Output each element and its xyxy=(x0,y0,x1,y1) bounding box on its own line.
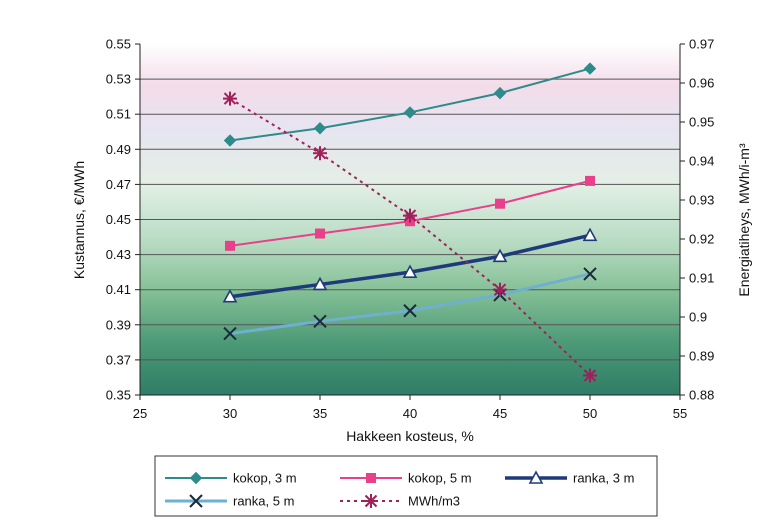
y-axis-right-ticks: 0.88 0.89 0.9 0.91 0.92 0.93 0.94 0.95 0.96 0.97 xyxy=(680,37,714,403)
y-axis-right-title: Energiatiheys, MWh/i-m³ xyxy=(736,143,752,297)
data-point xyxy=(582,227,598,242)
y2-tick-label: 0.89 xyxy=(689,349,714,364)
data-point xyxy=(313,146,327,161)
data-point xyxy=(315,228,325,239)
y2-tick-label: 0.95 xyxy=(689,115,714,130)
y-tick-label: 0.47 xyxy=(106,177,131,192)
data-point xyxy=(225,240,235,251)
legend-marker xyxy=(189,471,203,485)
y-tick-label: 0.53 xyxy=(106,72,131,87)
legend-item: ranka, 5 m xyxy=(165,494,294,509)
legend-item: MWh/m3 xyxy=(340,494,460,509)
x-tick-label: 45 xyxy=(493,406,507,421)
x-tick-label: 25 xyxy=(133,406,147,421)
data-point xyxy=(402,264,418,278)
data-point xyxy=(493,86,507,100)
data-point xyxy=(495,198,505,209)
legend-item: kokop, 5 m xyxy=(340,471,472,486)
series-0 xyxy=(223,62,597,147)
y-tick-label: 0.49 xyxy=(106,142,131,157)
legend-label: kokop, 5 m xyxy=(408,471,472,486)
y2-tick-label: 0.97 xyxy=(689,37,714,52)
data-point xyxy=(583,267,597,281)
series-line xyxy=(229,97,591,377)
data-point xyxy=(223,134,237,147)
y2-tick-label: 0.9 xyxy=(689,310,707,325)
x-axis-title: Hakkeen kosteus, % xyxy=(346,428,474,444)
series-2 xyxy=(222,227,598,303)
data-point xyxy=(223,91,237,106)
y2-tick-label: 0.91 xyxy=(689,271,714,286)
y-tick-label: 0.43 xyxy=(106,247,131,262)
x-tick-label: 50 xyxy=(583,406,597,421)
legend-box xyxy=(154,455,658,517)
data-point xyxy=(313,314,327,328)
y2-tick-label: 0.96 xyxy=(689,76,714,91)
data-point xyxy=(403,208,417,223)
legend: kokop, 3 m kokop, 5 m ranka, 3 m ranka, 5 m… xyxy=(154,455,658,517)
y-tick-label: 0.51 xyxy=(106,107,131,122)
series-group xyxy=(222,62,598,383)
legend-marker xyxy=(364,494,378,508)
y-tick-label: 0.39 xyxy=(106,317,131,332)
legend-marker xyxy=(366,473,376,483)
data-point xyxy=(585,175,595,186)
x-axis-ticks: 25 30 35 40 45 50 55 xyxy=(133,395,687,421)
y2-tick-label: 0.92 xyxy=(689,232,714,247)
y-axis-left-title: Kustannus, €/MWh xyxy=(71,161,87,279)
legend-item: kokop, 3 m xyxy=(165,471,297,486)
y-axis-left-ticks: 0.35 0.37 0.39 0.41 0.43 0.45 0.47 0.49 0.51 0.53… xyxy=(106,37,140,403)
x-tick-label: 35 xyxy=(313,406,327,421)
data-point xyxy=(493,282,507,297)
legend-label: MWh/m3 xyxy=(408,494,460,509)
data-point xyxy=(223,326,237,341)
y-tick-label: 0.45 xyxy=(106,212,131,227)
data-point xyxy=(222,289,238,303)
legend-marker xyxy=(189,494,203,508)
y2-tick-label: 0.93 xyxy=(689,193,714,208)
y-tick-label: 0.35 xyxy=(106,388,131,403)
legend-marker xyxy=(528,470,544,484)
legend-label: kokop, 3 m xyxy=(233,471,297,486)
data-point xyxy=(492,248,508,263)
x-tick-label: 40 xyxy=(403,406,417,421)
x-tick-label: 30 xyxy=(223,406,237,421)
y2-tick-label: 0.94 xyxy=(689,154,714,169)
data-point xyxy=(583,62,597,75)
y-tick-label: 0.41 xyxy=(106,282,131,297)
data-point xyxy=(403,106,417,119)
data-point xyxy=(313,122,327,135)
x-tick-label: 55 xyxy=(673,406,687,421)
legend-label: ranka, 5 m xyxy=(233,494,294,509)
legend-item: ranka, 3 m xyxy=(505,470,634,486)
y2-tick-label: 0.88 xyxy=(689,388,714,403)
data-point xyxy=(583,368,597,383)
series-4 xyxy=(223,91,597,383)
y-tick-label: 0.37 xyxy=(106,352,131,367)
y-tick-label: 0.55 xyxy=(106,37,131,52)
data-point xyxy=(312,276,328,291)
legend-label: ranka, 3 m xyxy=(573,471,634,486)
data-point xyxy=(403,304,417,318)
